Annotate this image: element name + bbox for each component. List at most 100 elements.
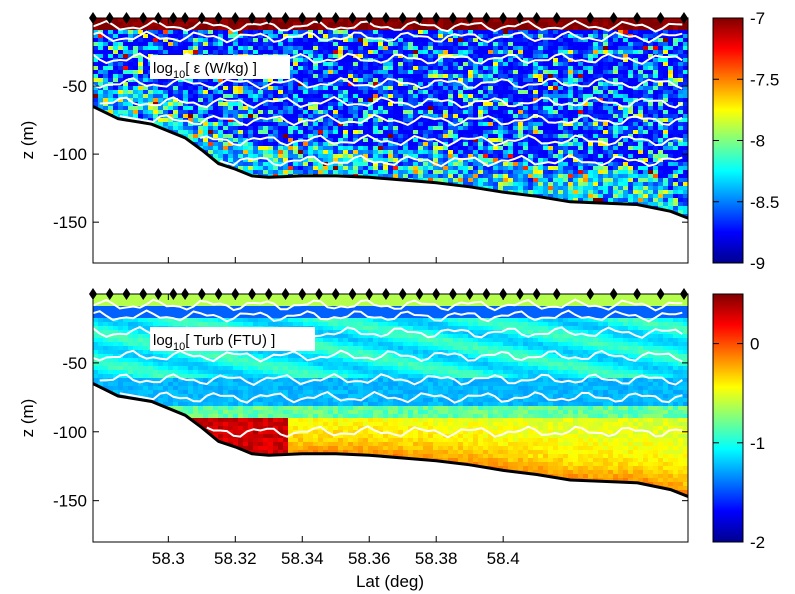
contour-line [93, 298, 683, 312]
station-marker [415, 12, 424, 24]
station-marker [381, 288, 390, 300]
station-marker [122, 288, 131, 300]
station-marker [609, 12, 618, 24]
station-marker [331, 12, 340, 24]
contour-line [93, 309, 683, 323]
contour-line [93, 76, 683, 90]
station-marker [515, 12, 524, 24]
contour-line [99, 95, 683, 109]
station-marker [448, 288, 457, 300]
station-marker [181, 12, 190, 24]
station-marker [154, 288, 163, 300]
station-marker [348, 12, 357, 24]
bottom-colorbar-ticks: 0 -1 -2 [713, 335, 765, 552]
top-station-markers [89, 12, 688, 24]
x-tick-label: 58.34 [281, 549, 324, 568]
top-colorbar-ticks: -7 -7.5 -8 -8.5 -9 [713, 9, 779, 273]
station-marker [248, 12, 257, 24]
top-panel: -50-100-150 z (m) log10[ ε (W/kg) ] -7-7… [18, 9, 779, 273]
bottom-panel: -50 -100 -150 58.3 58.32 58.34 58.36 58.38 58.4… [18, 288, 765, 591]
station-marker [609, 288, 618, 300]
station-marker [633, 12, 642, 24]
colorbar-tick-label: 0 [750, 335, 759, 354]
station-marker [264, 12, 273, 24]
bottom-ylabel: z (m) [18, 399, 37, 438]
contour-line [206, 425, 683, 439]
station-marker [169, 12, 178, 24]
station-marker [465, 288, 474, 300]
station-marker [679, 12, 688, 24]
station-marker [154, 12, 163, 24]
station-marker [465, 12, 474, 24]
top-annotation-text: log10[ ε (W/kg) ] [153, 60, 257, 81]
top-colorbar: -7 -7.5 -8 -8.5 -9 [712, 9, 779, 273]
x-tick-label: 58.32 [214, 549, 257, 568]
colorbar-tick-label: -8 [750, 132, 765, 151]
bottom-colorbar: 0 -1 -2 [712, 293, 765, 552]
station-marker [89, 288, 97, 300]
top-axes-frame [92, 17, 689, 264]
contour-line [199, 133, 683, 148]
top-heatmap [93, 18, 688, 263]
station-marker [248, 288, 257, 300]
top-panel-annotation: log10[ ε (W/kg) ] [150, 55, 290, 81]
station-marker [169, 288, 178, 300]
station-marker [532, 288, 541, 300]
bottom-axes-frame [92, 293, 689, 543]
bottom-x-ticks: 58.3 58.32 58.34 58.36 58.38 58.4 [152, 294, 520, 568]
station-marker [89, 12, 97, 24]
station-marker [656, 288, 665, 300]
colorbar-tick-label: -7 [750, 9, 765, 28]
top-x-ticks [167, 18, 504, 263]
x-tick-label: 58.38 [415, 549, 458, 568]
station-marker [348, 288, 357, 300]
bottom-colorbar-gradient [712, 293, 744, 543]
bottom-annotation-text: log10[ Turb (FTU) ] [153, 332, 275, 353]
top-y-ticks: -50 -100 -150 [53, 77, 688, 232]
station-marker [552, 12, 561, 24]
contour-line [93, 349, 683, 363]
station-marker [532, 12, 541, 24]
bottom-annotation-box [150, 327, 315, 351]
station-marker [656, 12, 665, 24]
y-tick-label: -50 [62, 77, 87, 96]
station-marker [281, 12, 290, 24]
contour-line [93, 19, 683, 33]
bottom-y-ticks: -50 -100 -150 [53, 354, 688, 511]
bottom-station-markers [89, 288, 688, 300]
top-ylabel: z (m) [18, 121, 37, 160]
y-tick-label: -50 [62, 354, 87, 373]
station-marker [381, 12, 390, 24]
contour-line [119, 390, 683, 404]
top-annotation-box [150, 55, 290, 79]
station-marker [448, 12, 457, 24]
top-seafloor-mask [93, 106, 688, 263]
top-bottom-line [93, 105, 688, 220]
colorbar-tick-label: -8.5 [750, 193, 779, 212]
contour-line [219, 154, 683, 168]
contour-line [93, 30, 683, 44]
station-marker [139, 12, 148, 24]
station-marker [415, 288, 424, 300]
station-marker [214, 12, 223, 24]
station-marker [633, 288, 642, 300]
y-tick-label: -100 [53, 145, 87, 164]
bottom-panel-annotation: log10[ Turb (FTU) ] [150, 327, 315, 353]
station-marker [181, 288, 190, 300]
station-marker [197, 12, 206, 24]
colorbar-tick-label: -2 [750, 533, 765, 552]
y-tick-label: -150 [53, 492, 87, 511]
contour-line [119, 113, 683, 127]
station-marker [315, 288, 324, 300]
station-marker [515, 288, 524, 300]
station-marker [679, 288, 688, 300]
contour-line [99, 372, 683, 387]
bottom-bottom-line [93, 382, 688, 498]
station-marker [482, 12, 491, 24]
station-marker [105, 288, 114, 300]
x-tick-label: 58.4 [487, 549, 520, 568]
station-marker [315, 12, 324, 24]
station-marker [398, 288, 407, 300]
station-marker [281, 288, 290, 300]
